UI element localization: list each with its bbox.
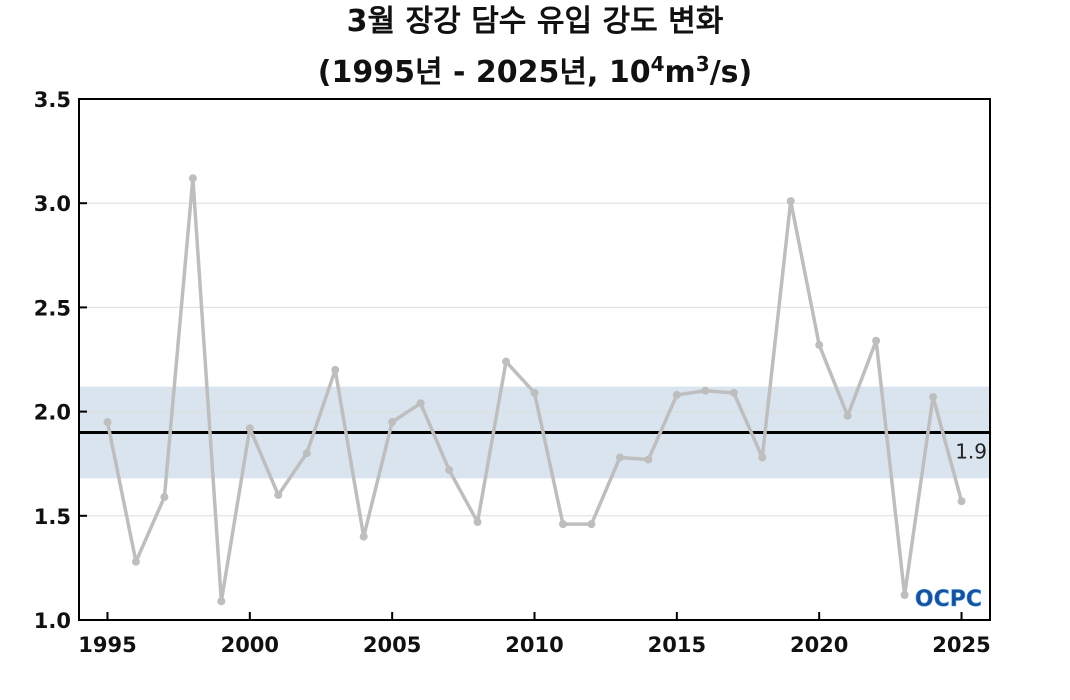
data-point: [872, 336, 881, 345]
grid-lines: [79, 202, 990, 517]
ocpc-logo: OCPC: [915, 587, 982, 612]
chart-title-line2: (1995년 - 2025년, 104m3/s): [0, 46, 1070, 91]
data-point: [160, 493, 169, 502]
data-point: [615, 453, 624, 462]
title-exponent-3: 3: [695, 52, 710, 76]
data-point: [786, 197, 795, 206]
data-point: [103, 418, 112, 427]
data-point: [473, 518, 482, 527]
data-point: [302, 449, 311, 458]
y-tick-label: 3.0: [34, 192, 71, 216]
data-point: [672, 390, 681, 399]
data-point: [502, 357, 511, 366]
y-axis: 1.0 1.5 2.0 2.5 3.0 3.5: [34, 88, 87, 633]
data-point: [416, 399, 425, 408]
data-point: [701, 386, 710, 395]
data-point: [900, 590, 909, 599]
y-tick-label: 2.5: [34, 296, 71, 320]
data-point: [445, 465, 454, 474]
data-points: [103, 174, 966, 606]
x-tick-label: 2015: [648, 633, 706, 657]
data-point: [558, 520, 567, 529]
data-point: [245, 424, 254, 433]
data-point: [331, 365, 340, 374]
data-point: [530, 388, 539, 397]
data-point: [217, 597, 226, 606]
x-tick-label: 2000: [221, 633, 279, 657]
x-tick-label: 2020: [790, 633, 848, 657]
title-exponent-4: 4: [650, 52, 665, 76]
y-tick-label: 2.0: [34, 401, 71, 425]
mean-label: 1.9: [955, 439, 987, 463]
x-tick-label: 2025: [932, 633, 990, 657]
data-point: [274, 490, 283, 499]
x-tick-label: 1995: [78, 633, 136, 657]
data-point: [587, 520, 596, 529]
data-point: [644, 455, 653, 464]
data-point: [729, 388, 738, 397]
data-point: [815, 340, 824, 349]
x-tick-label: 2005: [363, 633, 421, 657]
data-point: [929, 393, 938, 402]
y-tick-label: 3.5: [34, 88, 71, 112]
chart-title-line1: 3월 장강 담수 유입 강도 변화: [346, 4, 724, 39]
title-suffix: /s): [709, 55, 753, 90]
x-axis: 1995 2000 2005 2010 2015 2020 2025: [78, 612, 991, 657]
data-point: [188, 174, 197, 183]
y-tick-label: 1.0: [34, 609, 71, 633]
data-point: [131, 557, 140, 566]
title-unit-m: m: [664, 55, 696, 90]
data-point: [359, 532, 368, 541]
x-tick-label: 2010: [505, 633, 563, 657]
y-tick-label: 1.5: [34, 505, 71, 529]
data-point: [388, 418, 397, 427]
data-point: [957, 497, 966, 506]
title-prefix: (1995년 - 2025년, 10: [317, 55, 651, 90]
data-point: [758, 453, 767, 462]
data-point: [843, 411, 852, 420]
